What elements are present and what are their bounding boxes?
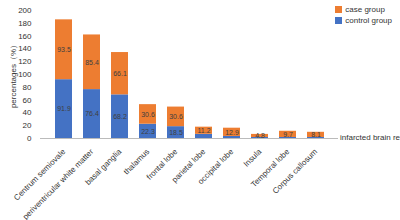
svg-text:12.9: 12.9 [225,129,239,136]
svg-text:85.4: 85.4 [85,59,99,66]
svg-text:parietal lobe: parietal lobe [170,147,208,185]
svg-text:8.1: 8.1 [311,131,321,138]
svg-text:Temporal lobe: Temporal lobe [249,147,292,190]
svg-text:22.3: 22.3 [141,128,155,135]
svg-text:Corpus callosum: Corpus callosum [271,147,320,196]
svg-text:200: 200 [18,6,32,15]
svg-text:18.5: 18.5 [169,129,183,136]
svg-text:11.2: 11.2 [197,127,210,134]
svg-text:40: 40 [23,108,32,117]
svg-text:66.1: 66.1 [113,70,127,77]
svg-text:100: 100 [18,70,32,79]
svg-text:180: 180 [18,19,32,28]
svg-text:percentages（%）: percentages（%） [9,41,18,108]
svg-text:30.6: 30.6 [141,111,155,118]
svg-text:93.5: 93.5 [57,46,71,53]
svg-text:60: 60 [23,96,32,105]
svg-text:20: 20 [23,121,32,130]
svg-text:periventricular white matter: periventricular white matter [21,147,96,220]
html-text:control group: control group [345,16,392,25]
svg-text:91.9: 91.9 [57,105,71,112]
svg-text:occipital lobe: occipital lobe [196,147,235,186]
svg-text:76.4: 76.4 [85,110,99,117]
svg-text:9.7: 9.7 [283,131,293,138]
svg-text:0: 0 [27,134,32,143]
svg-text:4.8: 4.8 [255,132,265,139]
svg-text:80: 80 [23,83,32,92]
svg-text:140: 140 [18,44,32,53]
svg-text:Insula: Insula [242,147,264,169]
svg-text:Centrum semiovale: Centrum semiovale [12,147,67,202]
svg-text:basal ganglia: basal ganglia [84,147,124,187]
svg-text:68.2: 68.2 [113,113,127,120]
svg-text:160: 160 [18,32,32,41]
svg-text:frontal lobe: frontal lobe [144,147,180,182]
svg-text:thalamus: thalamus [121,147,152,177]
svg-text:30.6: 30.6 [169,113,183,120]
html-text:case group: case group [345,5,385,14]
svg-text:120: 120 [18,57,32,66]
